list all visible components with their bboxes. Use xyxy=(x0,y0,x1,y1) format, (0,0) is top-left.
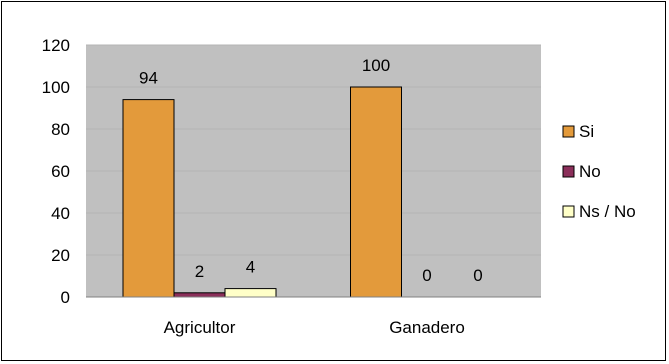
data-label: 0 xyxy=(473,266,482,285)
bar-ns-no-agricultor xyxy=(224,288,277,298)
x-axis: Agricultor Ganadero xyxy=(164,318,465,337)
data-label: 4 xyxy=(246,258,255,277)
data-labels: 94 2 4 100 0 0 xyxy=(139,56,483,285)
y-tick-label: 60 xyxy=(51,162,70,181)
bars xyxy=(122,86,402,298)
y-axis: 0 20 40 60 80 100 120 xyxy=(42,36,70,307)
data-label: 94 xyxy=(139,69,158,88)
y-tick-label: 100 xyxy=(42,78,70,97)
x-category-label: Ganadero xyxy=(389,318,465,337)
y-tick-label: 80 xyxy=(51,120,70,139)
data-label: 0 xyxy=(422,266,431,285)
data-label: 2 xyxy=(195,262,204,281)
legend-swatch xyxy=(562,165,575,178)
legend: Si No Ns / No xyxy=(562,122,636,221)
bar-no-agricultor xyxy=(173,292,226,298)
legend-label: Ns / No xyxy=(579,202,636,221)
x-category-label: Agricultor xyxy=(164,318,236,337)
y-tick-label: 120 xyxy=(42,36,70,55)
legend-label: No xyxy=(579,162,601,181)
data-label: 100 xyxy=(362,56,390,75)
legend-swatch xyxy=(562,205,575,218)
legend-label: Si xyxy=(579,122,594,141)
y-tick-label: 0 xyxy=(61,288,70,307)
y-tick-label: 40 xyxy=(51,204,70,223)
bar-si-agricultor xyxy=(122,99,175,298)
legend-swatch xyxy=(562,125,575,138)
bar-si-ganadero xyxy=(350,86,402,298)
y-tick-label: 20 xyxy=(51,246,70,265)
